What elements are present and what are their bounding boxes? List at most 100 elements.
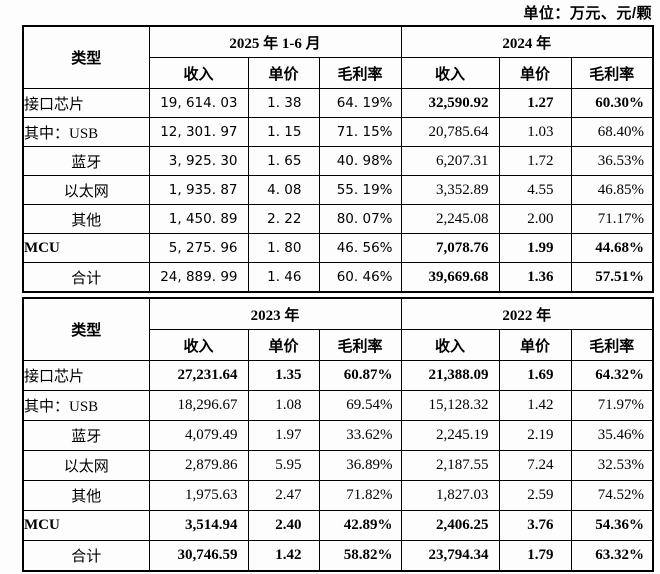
- value-cell: 39,669.68: [400, 262, 500, 293]
- value-cell: 6,207.31: [400, 146, 500, 176]
- row-label: 以太网: [22, 175, 150, 205]
- table-row: 蓝牙 3, 925. 30 1. 65 40. 98% 6,207.31 1.72 36.5…: [22, 146, 654, 176]
- col-header-unit-price: 单价: [498, 57, 572, 89]
- table-row: 蓝牙 4,079.49 1.97 33.62% 2,245.19 2.19 35.46%: [22, 420, 654, 451]
- value-cell: 21,388.09: [400, 360, 500, 391]
- value-cell: 1, 935. 87: [148, 175, 249, 205]
- value-cell: 30,746.59: [148, 540, 249, 572]
- value-cell: 32.53%: [570, 450, 654, 481]
- col-header-revenue: 收入: [400, 57, 500, 89]
- row-label: MCU: [22, 233, 150, 263]
- value-cell: 2. 22: [247, 204, 320, 234]
- value-cell: 36.89%: [318, 450, 402, 481]
- value-cell: 7,078.76: [400, 233, 500, 263]
- value-cell: 80. 07%: [318, 204, 402, 234]
- col-header-unit-price: 单价: [498, 329, 572, 361]
- value-cell: 64.32%: [570, 360, 654, 391]
- row-label: 合计: [22, 540, 150, 572]
- value-cell: 1. 80: [247, 233, 320, 263]
- type-column-header: 类型: [22, 25, 150, 89]
- row-label: 接口芯片: [22, 88, 150, 118]
- col-header-revenue: 收入: [148, 329, 249, 361]
- value-cell: 60. 46%: [318, 262, 402, 293]
- row-label: 合计: [22, 262, 150, 293]
- col-header-gross-margin: 毛利率: [570, 57, 654, 89]
- value-cell: 2.47: [247, 480, 320, 511]
- value-cell: 5, 275. 96: [148, 233, 249, 263]
- value-cell: 2,245.19: [400, 420, 500, 451]
- value-cell: 55. 19%: [318, 175, 402, 205]
- value-cell: 2,406.25: [400, 510, 500, 541]
- table-row: 其中：USB 18,296.67 1.08 69.54% 15,128.32 1.42 71…: [22, 390, 654, 421]
- value-cell: 1,827.03: [400, 480, 500, 511]
- value-cell: 12, 301. 97: [148, 117, 249, 147]
- value-cell: 44.68%: [570, 233, 654, 263]
- value-cell: 35.46%: [570, 420, 654, 451]
- value-cell: 71.17%: [570, 204, 654, 234]
- value-cell: 1.08: [247, 390, 320, 421]
- table-row: 其中：USB 12, 301. 97 1. 15 71. 15% 20,785.64 1.…: [22, 117, 654, 147]
- revenue-table-2023-2022: 类型 2023 年 2022 年 收入 单价 毛利率 收入 单价 毛利率 接口芯…: [22, 297, 655, 572]
- value-cell: 3,352.89: [400, 175, 500, 205]
- value-cell: 1.27: [498, 88, 572, 118]
- col-header-unit-price: 单价: [247, 329, 320, 361]
- value-cell: 71.97%: [570, 390, 654, 421]
- value-cell: 36.53%: [570, 146, 654, 176]
- row-label: 接口芯片: [22, 360, 150, 391]
- row-label: 以太网: [22, 450, 150, 481]
- table-header: 类型 2025 年 1-6 月 2024 年 收入 单价 毛利率 收入 单价 毛…: [22, 25, 654, 89]
- value-cell: 27,231.64: [148, 360, 249, 391]
- value-cell: 64. 19%: [318, 88, 402, 118]
- table-row: 接口芯片 27,231.64 1.35 60.87% 21,388.09 1.69 64.3…: [22, 360, 654, 391]
- row-label: 蓝牙: [22, 146, 150, 176]
- value-cell: 74.52%: [570, 480, 654, 511]
- value-cell: 2,879.86: [148, 450, 249, 481]
- value-cell: 1. 15: [247, 117, 320, 147]
- value-cell: 1,975.63: [148, 480, 249, 511]
- value-cell: 2.00: [498, 204, 572, 234]
- value-cell: 1.99: [498, 233, 572, 263]
- value-cell: 57.51%: [570, 262, 654, 293]
- unit-note: 单位：万元、元/颗: [523, 5, 652, 22]
- value-cell: 1.79: [498, 540, 572, 572]
- value-cell: 2.59: [498, 480, 572, 511]
- value-cell: 4. 08: [247, 175, 320, 205]
- table-row: 接口芯片 19, 614. 03 1. 38 64. 19% 32,590.92 1.27…: [22, 88, 654, 118]
- col-header-gross-margin: 毛利率: [570, 329, 654, 361]
- value-cell: 1.69: [498, 360, 572, 391]
- value-cell: 1, 450. 89: [148, 204, 249, 234]
- row-label: 其他: [22, 480, 150, 511]
- value-cell: 3, 925. 30: [148, 146, 249, 176]
- row-label: 蓝牙: [22, 420, 150, 451]
- value-cell: 1.36: [498, 262, 572, 293]
- type-column-header: 类型: [22, 297, 150, 361]
- table-row: 合计 24, 889. 99 1. 46 60. 46% 39,669.68 1.36 57…: [22, 262, 654, 293]
- value-cell: 3.76: [498, 510, 572, 541]
- col-header-revenue: 收入: [400, 329, 500, 361]
- table-row: 其他 1,975.63 2.47 71.82% 1,827.03 2.59 74.52%: [22, 480, 654, 511]
- value-cell: 1.42: [498, 390, 572, 421]
- value-cell: 1. 46: [247, 262, 320, 293]
- value-cell: 15,128.32: [400, 390, 500, 421]
- row-label: 其中：USB: [22, 390, 150, 421]
- value-cell: 60.30%: [570, 88, 654, 118]
- table-body: 接口芯片 19, 614. 03 1. 38 64. 19% 32,590.92 1.27…: [22, 88, 654, 293]
- col-header-unit-price: 单价: [247, 57, 320, 89]
- value-cell: 1.35: [247, 360, 320, 391]
- value-cell: 46.85%: [570, 175, 654, 205]
- value-cell: 19, 614. 03: [148, 88, 249, 118]
- value-cell: 24, 889. 99: [148, 262, 249, 293]
- value-cell: 1. 38: [247, 88, 320, 118]
- period-header-2023: 2023 年: [148, 297, 402, 330]
- period-header-2022: 2022 年: [400, 297, 654, 330]
- col-header-revenue: 收入: [148, 57, 249, 89]
- row-label: MCU: [22, 510, 150, 541]
- value-cell: 69.54%: [318, 390, 402, 421]
- value-cell: 33.62%: [318, 420, 402, 451]
- value-cell: 2.40: [247, 510, 320, 541]
- value-cell: 40. 98%: [318, 146, 402, 176]
- value-cell: 58.82%: [318, 540, 402, 572]
- value-cell: 2.19: [498, 420, 572, 451]
- table-row: 以太网 2,879.86 5.95 36.89% 2,187.55 7.24 32.53%: [22, 450, 654, 481]
